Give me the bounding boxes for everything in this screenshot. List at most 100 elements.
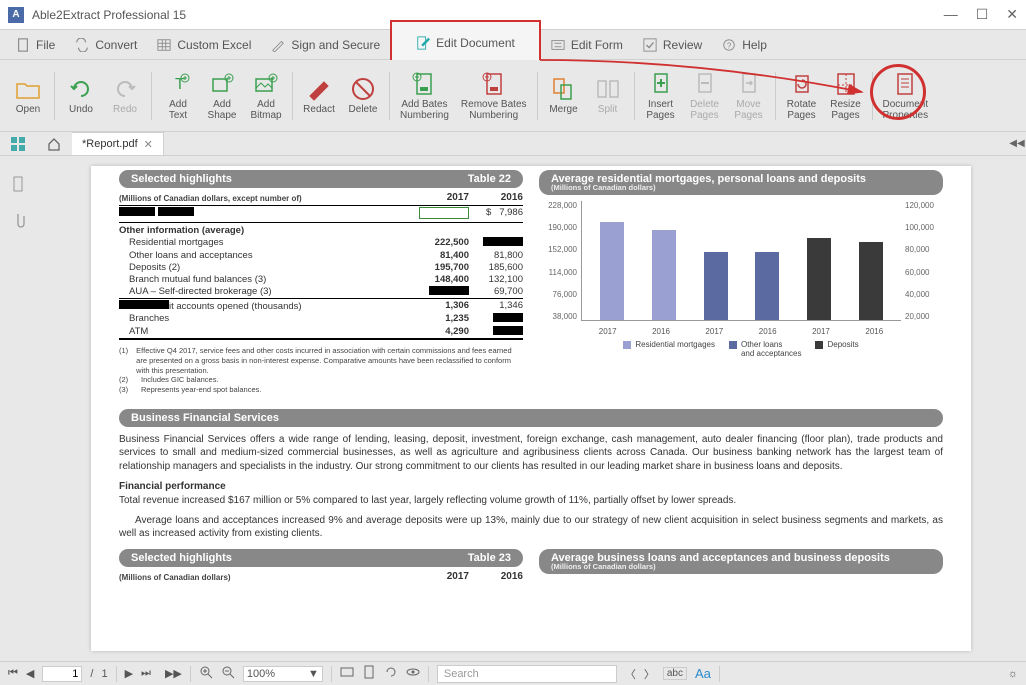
menu-help[interactable]: ? Help <box>712 34 777 56</box>
statusbar: ⏮ ◀ / 1 ▶ ⏭ ▶▶ 100%▼ Search 〈 〉 abc Aa ☼ <box>0 661 1026 685</box>
toolbar: Open Undo Redo T Add Text Add Shape Add … <box>0 60 1026 132</box>
page: Selected highlights Table 22 (Millions o… <box>91 166 971 651</box>
app-title: Able2Extract Professional 15 <box>32 8 186 22</box>
yl3: 114,000 <box>539 268 577 277</box>
delete-pages-button[interactable]: Delete Pages <box>683 67 727 125</box>
bookmarks-icon[interactable] <box>10 176 26 192</box>
brightness-button[interactable]: ☼ <box>1008 668 1018 680</box>
close-button[interactable]: ✕ <box>1006 6 1018 23</box>
xl1: 2016 <box>652 327 670 336</box>
menu-review-label: Review <box>663 38 702 52</box>
check-icon <box>643 38 657 52</box>
menu-custom-excel[interactable]: Custom Excel <box>147 34 261 56</box>
rotate-pages-button[interactable]: Rotate Pages <box>780 67 824 125</box>
resize-pages-label: Resize Pages <box>830 99 861 121</box>
next-page-button[interactable]: ▶ <box>125 667 133 680</box>
fit-width-button[interactable] <box>340 665 354 682</box>
attachments-icon[interactable] <box>10 212 26 228</box>
row-deposits: Deposits (2) <box>119 262 415 273</box>
doc-properties-button[interactable]: Document Properties <box>877 67 935 125</box>
svg-text:?: ? <box>727 41 732 50</box>
chart1-sub: (Millions of Canadian dollars) <box>551 183 931 192</box>
remove-bates-label: Remove Bates Numbering <box>461 99 527 121</box>
first-page-button[interactable]: ⏮ <box>8 667 18 680</box>
tab-close-icon[interactable]: ✕ <box>144 138 153 151</box>
match-case-button[interactable]: abc <box>663 667 687 680</box>
delete-button[interactable]: Delete <box>341 72 385 119</box>
menu-sign-secure[interactable]: Sign and Secure <box>261 34 390 56</box>
redo-button[interactable]: Redo <box>103 72 147 119</box>
chart2-sub: (Millions of Canadian dollars) <box>551 562 931 571</box>
chart1: 228,000 190,000 152,000 114,000 76,000 3… <box>539 201 943 321</box>
yr3: 60,000 <box>905 268 943 277</box>
zoom-out-button[interactable] <box>221 665 235 682</box>
fn2-n: (2) <box>119 375 133 385</box>
leg1: Other loans and acceptances <box>741 340 802 358</box>
document-viewport[interactable]: Selected highlights Table 22 (Millions o… <box>36 156 1026 661</box>
xl0: 2017 <box>599 327 617 336</box>
search-next-button[interactable]: 〉 <box>644 666 655 682</box>
split-label: Split <box>598 104 617 115</box>
highlights1-title: Selected highlights <box>131 173 232 185</box>
remove-bates-icon <box>481 71 507 97</box>
menu-convert[interactable]: Convert <box>65 34 147 56</box>
fit-page-button[interactable] <box>362 665 376 682</box>
menu-review[interactable]: Review <box>633 34 712 56</box>
open-button[interactable]: Open <box>6 72 50 119</box>
redo-label: Redo <box>113 104 137 115</box>
zoom-select[interactable]: 100%▼ <box>243 666 323 682</box>
help-icon: ? <box>722 38 736 52</box>
thumbnails-toggle[interactable] <box>0 132 36 155</box>
row3-v1: 148,400 <box>415 274 469 285</box>
rotate-view-button[interactable] <box>384 665 398 682</box>
fn2-t: Includes GIC balances. <box>141 375 219 385</box>
document-tab[interactable]: *Report.pdf ✕ <box>72 132 164 155</box>
menu-file[interactable]: File <box>6 34 65 56</box>
move-pages-button[interactable]: Move Pages <box>727 67 771 125</box>
yr4: 40,000 <box>905 290 943 299</box>
bfs-p3: Average loans and acceptances increased … <box>119 514 943 541</box>
year-2017: 2017 <box>415 192 469 205</box>
redact-button[interactable]: Redact <box>297 72 341 119</box>
insert-pages-button[interactable]: Insert Pages <box>639 67 683 125</box>
add-shape-button[interactable]: Add Shape <box>200 67 244 125</box>
add-bitmap-button[interactable]: Add Bitmap <box>244 67 288 125</box>
search-input[interactable]: Search <box>437 665 617 683</box>
page-number-input[interactable] <box>42 666 82 682</box>
delete-label: Delete <box>349 104 378 115</box>
resize-pages-icon <box>833 71 859 97</box>
menu-convert-label: Convert <box>95 38 137 52</box>
menu-help-label: Help <box>742 38 767 52</box>
add-bates-icon <box>411 71 437 97</box>
thumbnails-icon <box>11 137 25 151</box>
row1-v2: 81,800 <box>469 250 523 261</box>
footnotes: (1)Effective Q4 2017, service fees and o… <box>119 346 523 395</box>
yr2: 80,000 <box>905 245 943 254</box>
search-prev-button[interactable]: 〈 <box>625 666 636 682</box>
home-button[interactable] <box>36 132 72 155</box>
year-2016: 2016 <box>469 192 523 205</box>
add-bitmap-icon <box>253 71 279 97</box>
row4-v2: 69,700 <box>469 286 523 298</box>
remove-bates-button[interactable]: Remove Bates Numbering <box>455 67 533 125</box>
zoom-in-button[interactable] <box>199 665 213 682</box>
eye-button[interactable] <box>406 665 420 682</box>
expand-panel-button[interactable]: ◀◀ <box>1008 132 1026 155</box>
merge-button[interactable]: Merge <box>542 72 586 119</box>
last-page-button[interactable]: ⏭ <box>141 667 151 680</box>
yl5: 38,000 <box>539 312 577 321</box>
menu-edit-form[interactable]: Edit Form <box>541 34 633 56</box>
row-aua: AUA – Self-directed brokerage (3) <box>119 286 415 298</box>
other-info-head: Other information (average) <box>119 225 523 236</box>
maximize-button[interactable]: ☐ <box>976 6 989 23</box>
split-button[interactable]: Split <box>586 72 630 119</box>
undo-button[interactable]: Undo <box>59 72 103 119</box>
minimize-button[interactable]: — <box>944 6 958 23</box>
add-text-button[interactable]: T Add Text <box>156 67 200 125</box>
delete-icon <box>350 76 376 102</box>
prev-page-button[interactable]: ◀ <box>26 667 34 680</box>
resize-pages-button[interactable]: Resize Pages <box>824 67 868 125</box>
play-button[interactable]: ▶▶ <box>165 667 182 680</box>
text-size-button[interactable]: Aa <box>695 666 711 681</box>
add-bates-button[interactable]: Add Bates Numbering <box>394 67 455 125</box>
